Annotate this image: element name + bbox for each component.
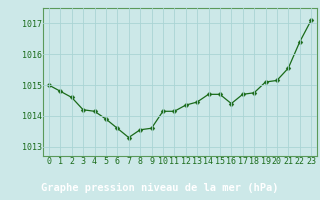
Text: Graphe pression niveau de la mer (hPa): Graphe pression niveau de la mer (hPa) [41, 183, 279, 193]
